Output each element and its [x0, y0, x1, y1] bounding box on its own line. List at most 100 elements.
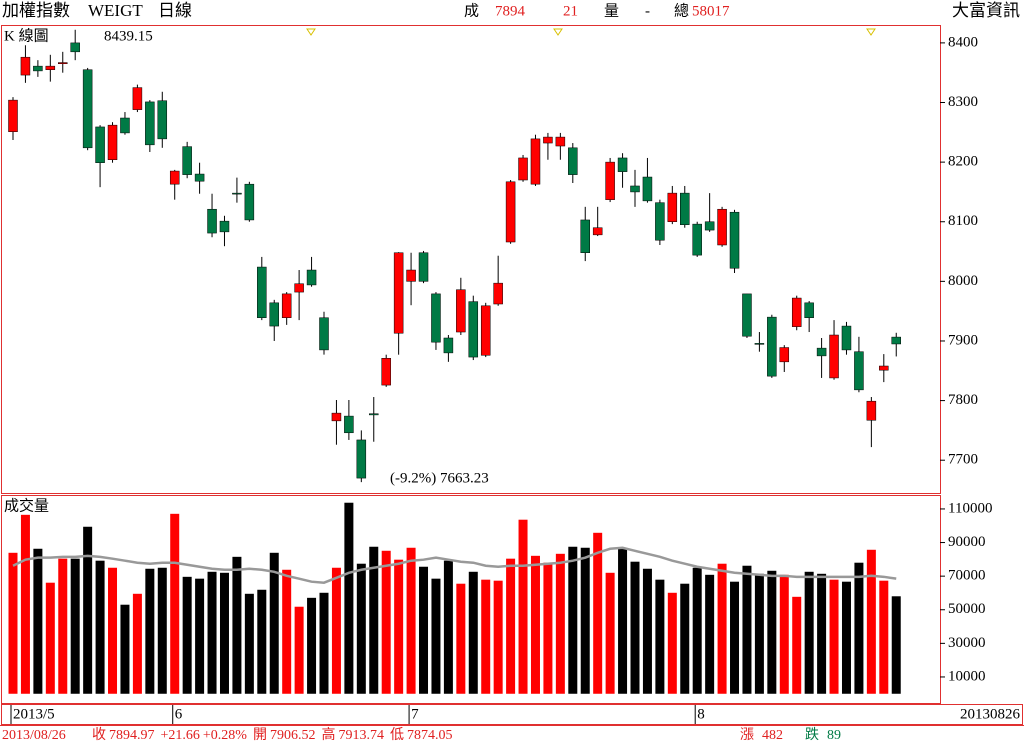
status-item: 7906.52	[270, 728, 316, 743]
y-tick-label: 90000	[948, 534, 986, 550]
candle-body	[642, 176, 653, 202]
status-item: 開	[253, 728, 267, 743]
header-item: 量	[604, 3, 619, 19]
volume-bar	[879, 580, 889, 694]
volume-bar	[344, 502, 354, 694]
up-label: 漲	[740, 727, 754, 743]
x-tick-label: 2013/5	[13, 706, 55, 722]
candle-body	[816, 347, 827, 357]
status-item: 收	[92, 727, 106, 743]
x-tick-label: 8	[697, 706, 705, 722]
volume-bar	[33, 548, 43, 694]
volume-bar	[70, 558, 80, 694]
volume-bar	[95, 560, 105, 694]
volume-bar	[443, 560, 453, 694]
candle-body	[319, 317, 329, 351]
y-tick-label: 8200	[948, 154, 978, 170]
candle-body	[232, 192, 242, 195]
volume-ma	[12, 546, 897, 584]
brand: 大富資訊	[952, 1, 1020, 20]
low-annotation: (-9.2%) 7663.23	[390, 470, 489, 486]
candle-body	[530, 138, 541, 185]
candle-body	[306, 269, 317, 286]
status-item: 7874.05	[407, 728, 453, 743]
candle-body	[145, 101, 155, 146]
header-value: 7894	[495, 3, 526, 19]
volume-bar	[294, 606, 304, 694]
volume-bar	[555, 553, 565, 694]
candle-body	[45, 65, 56, 70]
candle-body	[344, 415, 354, 434]
candle-body	[505, 181, 516, 243]
header-value: 58017	[692, 3, 730, 19]
candle-body	[356, 439, 367, 479]
x-tick-label: 7	[411, 706, 419, 722]
volume-bar	[493, 580, 503, 694]
candle-body	[8, 99, 18, 132]
down-count: 89	[827, 728, 841, 743]
candle-body	[219, 220, 230, 233]
y-tick-label: 10000	[948, 668, 986, 684]
y-tick-label: 7800	[948, 392, 978, 408]
candle-body	[680, 192, 690, 225]
volume-bar	[456, 583, 466, 694]
volume-bar	[394, 559, 404, 694]
volume-bar	[506, 558, 516, 694]
candle-body	[729, 211, 740, 269]
candle-body	[95, 126, 105, 163]
volume-bar	[655, 579, 665, 694]
volume-title: 成交量	[4, 496, 49, 514]
candle-body	[742, 293, 752, 337]
volume-bar	[58, 558, 68, 694]
volume-bar	[307, 597, 317, 694]
volume-bar	[319, 592, 329, 694]
date-strip	[1, 704, 1023, 725]
y-tick-label: 8100	[948, 213, 978, 229]
candle-body	[879, 365, 889, 371]
candle-body	[20, 56, 31, 76]
candle-body	[754, 343, 765, 345]
marker	[306, 28, 316, 36]
candle-body	[281, 293, 292, 318]
candle-body	[331, 412, 342, 422]
candle-body	[717, 208, 727, 246]
volume-bar	[257, 589, 267, 694]
volume-bar	[157, 567, 167, 694]
status-date: 2013/08/26	[2, 728, 66, 743]
y-tick-label: 7900	[948, 332, 978, 348]
volume-bar	[568, 546, 578, 694]
candle-body	[169, 170, 180, 185]
volume-bar	[792, 596, 802, 694]
volume-bar	[108, 567, 118, 694]
candle-body	[605, 161, 615, 200]
candle-body	[207, 208, 217, 234]
volume-bar	[891, 596, 901, 694]
volume-bar	[705, 574, 715, 694]
volume-bar	[804, 571, 814, 694]
y-tick-label: 110000	[948, 500, 992, 516]
candle-body	[480, 305, 491, 356]
candle-body	[418, 252, 429, 282]
candle-body	[132, 87, 143, 110]
volume-bar	[543, 562, 553, 694]
candle-body	[70, 42, 80, 53]
volume-bar	[331, 567, 341, 694]
header-value: 21	[563, 3, 578, 19]
volume-bar	[618, 548, 628, 694]
chart-title: K 線圖	[4, 27, 49, 44]
volume-bar	[680, 583, 690, 694]
volume-bar	[381, 550, 391, 694]
last-label: 8439.15	[104, 28, 153, 44]
price-panel	[1, 25, 941, 494]
volume-bar	[742, 565, 752, 694]
y-tick-label: 8000	[948, 273, 978, 289]
candle-body	[381, 358, 391, 386]
candle-body	[269, 302, 279, 327]
volume-bar	[195, 578, 205, 694]
up-count: 482	[762, 728, 783, 743]
candle-body	[692, 223, 702, 256]
candle-body	[617, 157, 628, 172]
candle-body	[592, 227, 603, 236]
y-tick-label: 70000	[948, 568, 986, 584]
index-name: 加權指數	[2, 1, 70, 20]
